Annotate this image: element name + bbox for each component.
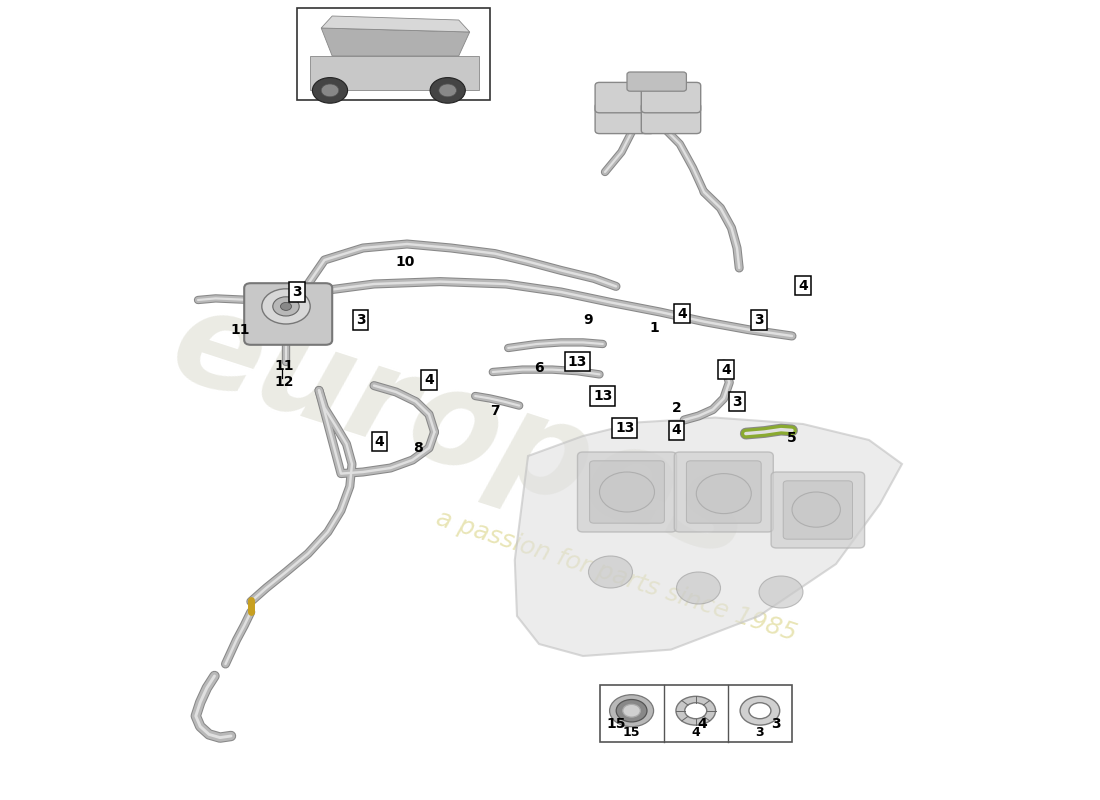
Circle shape <box>684 702 707 718</box>
Polygon shape <box>310 56 478 90</box>
Text: 15: 15 <box>606 717 626 731</box>
Polygon shape <box>515 418 902 656</box>
Text: 3: 3 <box>733 394 741 409</box>
Text: 11: 11 <box>230 322 250 337</box>
FancyBboxPatch shape <box>674 452 773 532</box>
Text: 4: 4 <box>722 362 730 377</box>
Bar <box>297 8 490 100</box>
Text: 2: 2 <box>672 401 681 415</box>
FancyBboxPatch shape <box>244 283 332 345</box>
Text: 4: 4 <box>425 373 433 387</box>
Circle shape <box>749 702 771 718</box>
Text: 4: 4 <box>672 423 681 438</box>
Text: 1: 1 <box>650 321 659 335</box>
Circle shape <box>280 302 292 310</box>
Circle shape <box>588 556 632 588</box>
FancyBboxPatch shape <box>783 481 852 539</box>
Circle shape <box>600 472 654 512</box>
FancyBboxPatch shape <box>641 103 701 134</box>
Text: 7: 7 <box>491 404 499 418</box>
Polygon shape <box>321 16 470 32</box>
Circle shape <box>430 78 465 103</box>
FancyBboxPatch shape <box>595 82 654 113</box>
Text: a passion for parts since 1985: a passion for parts since 1985 <box>432 506 800 646</box>
Text: 9: 9 <box>584 313 593 327</box>
Text: 4: 4 <box>799 278 807 293</box>
Text: 3: 3 <box>756 726 764 738</box>
Circle shape <box>759 576 803 608</box>
Circle shape <box>616 699 647 722</box>
Polygon shape <box>321 28 470 56</box>
Text: 10: 10 <box>395 255 415 270</box>
Text: 6: 6 <box>535 361 543 375</box>
Text: 8: 8 <box>414 441 422 455</box>
Circle shape <box>740 696 780 725</box>
Text: 15: 15 <box>623 726 640 738</box>
FancyBboxPatch shape <box>578 452 676 532</box>
Circle shape <box>792 492 840 527</box>
Text: 5: 5 <box>788 430 796 445</box>
Text: europes: europes <box>156 278 768 586</box>
Circle shape <box>321 84 339 97</box>
FancyBboxPatch shape <box>595 103 654 134</box>
Circle shape <box>676 696 716 725</box>
Circle shape <box>623 704 640 717</box>
Bar <box>600 685 792 742</box>
Text: 3: 3 <box>293 285 301 299</box>
Text: 11: 11 <box>274 359 294 374</box>
Circle shape <box>696 474 751 514</box>
FancyBboxPatch shape <box>771 472 865 548</box>
Text: 4: 4 <box>697 717 706 731</box>
Text: 3: 3 <box>771 717 780 731</box>
Text: 4: 4 <box>375 434 384 449</box>
Text: 3: 3 <box>356 313 365 327</box>
Text: 3: 3 <box>755 313 763 327</box>
Circle shape <box>273 297 299 316</box>
Text: 4: 4 <box>692 726 700 738</box>
FancyBboxPatch shape <box>627 72 686 91</box>
FancyBboxPatch shape <box>590 461 664 523</box>
Text: 13: 13 <box>615 421 635 435</box>
FancyBboxPatch shape <box>641 82 701 113</box>
FancyBboxPatch shape <box>686 461 761 523</box>
Circle shape <box>262 289 310 324</box>
Text: 13: 13 <box>568 354 587 369</box>
Circle shape <box>312 78 348 103</box>
Text: 4: 4 <box>678 306 686 321</box>
Circle shape <box>609 694 653 726</box>
Circle shape <box>439 84 456 97</box>
Circle shape <box>676 572 720 604</box>
Text: 12: 12 <box>274 375 294 390</box>
Text: 13: 13 <box>593 389 613 403</box>
